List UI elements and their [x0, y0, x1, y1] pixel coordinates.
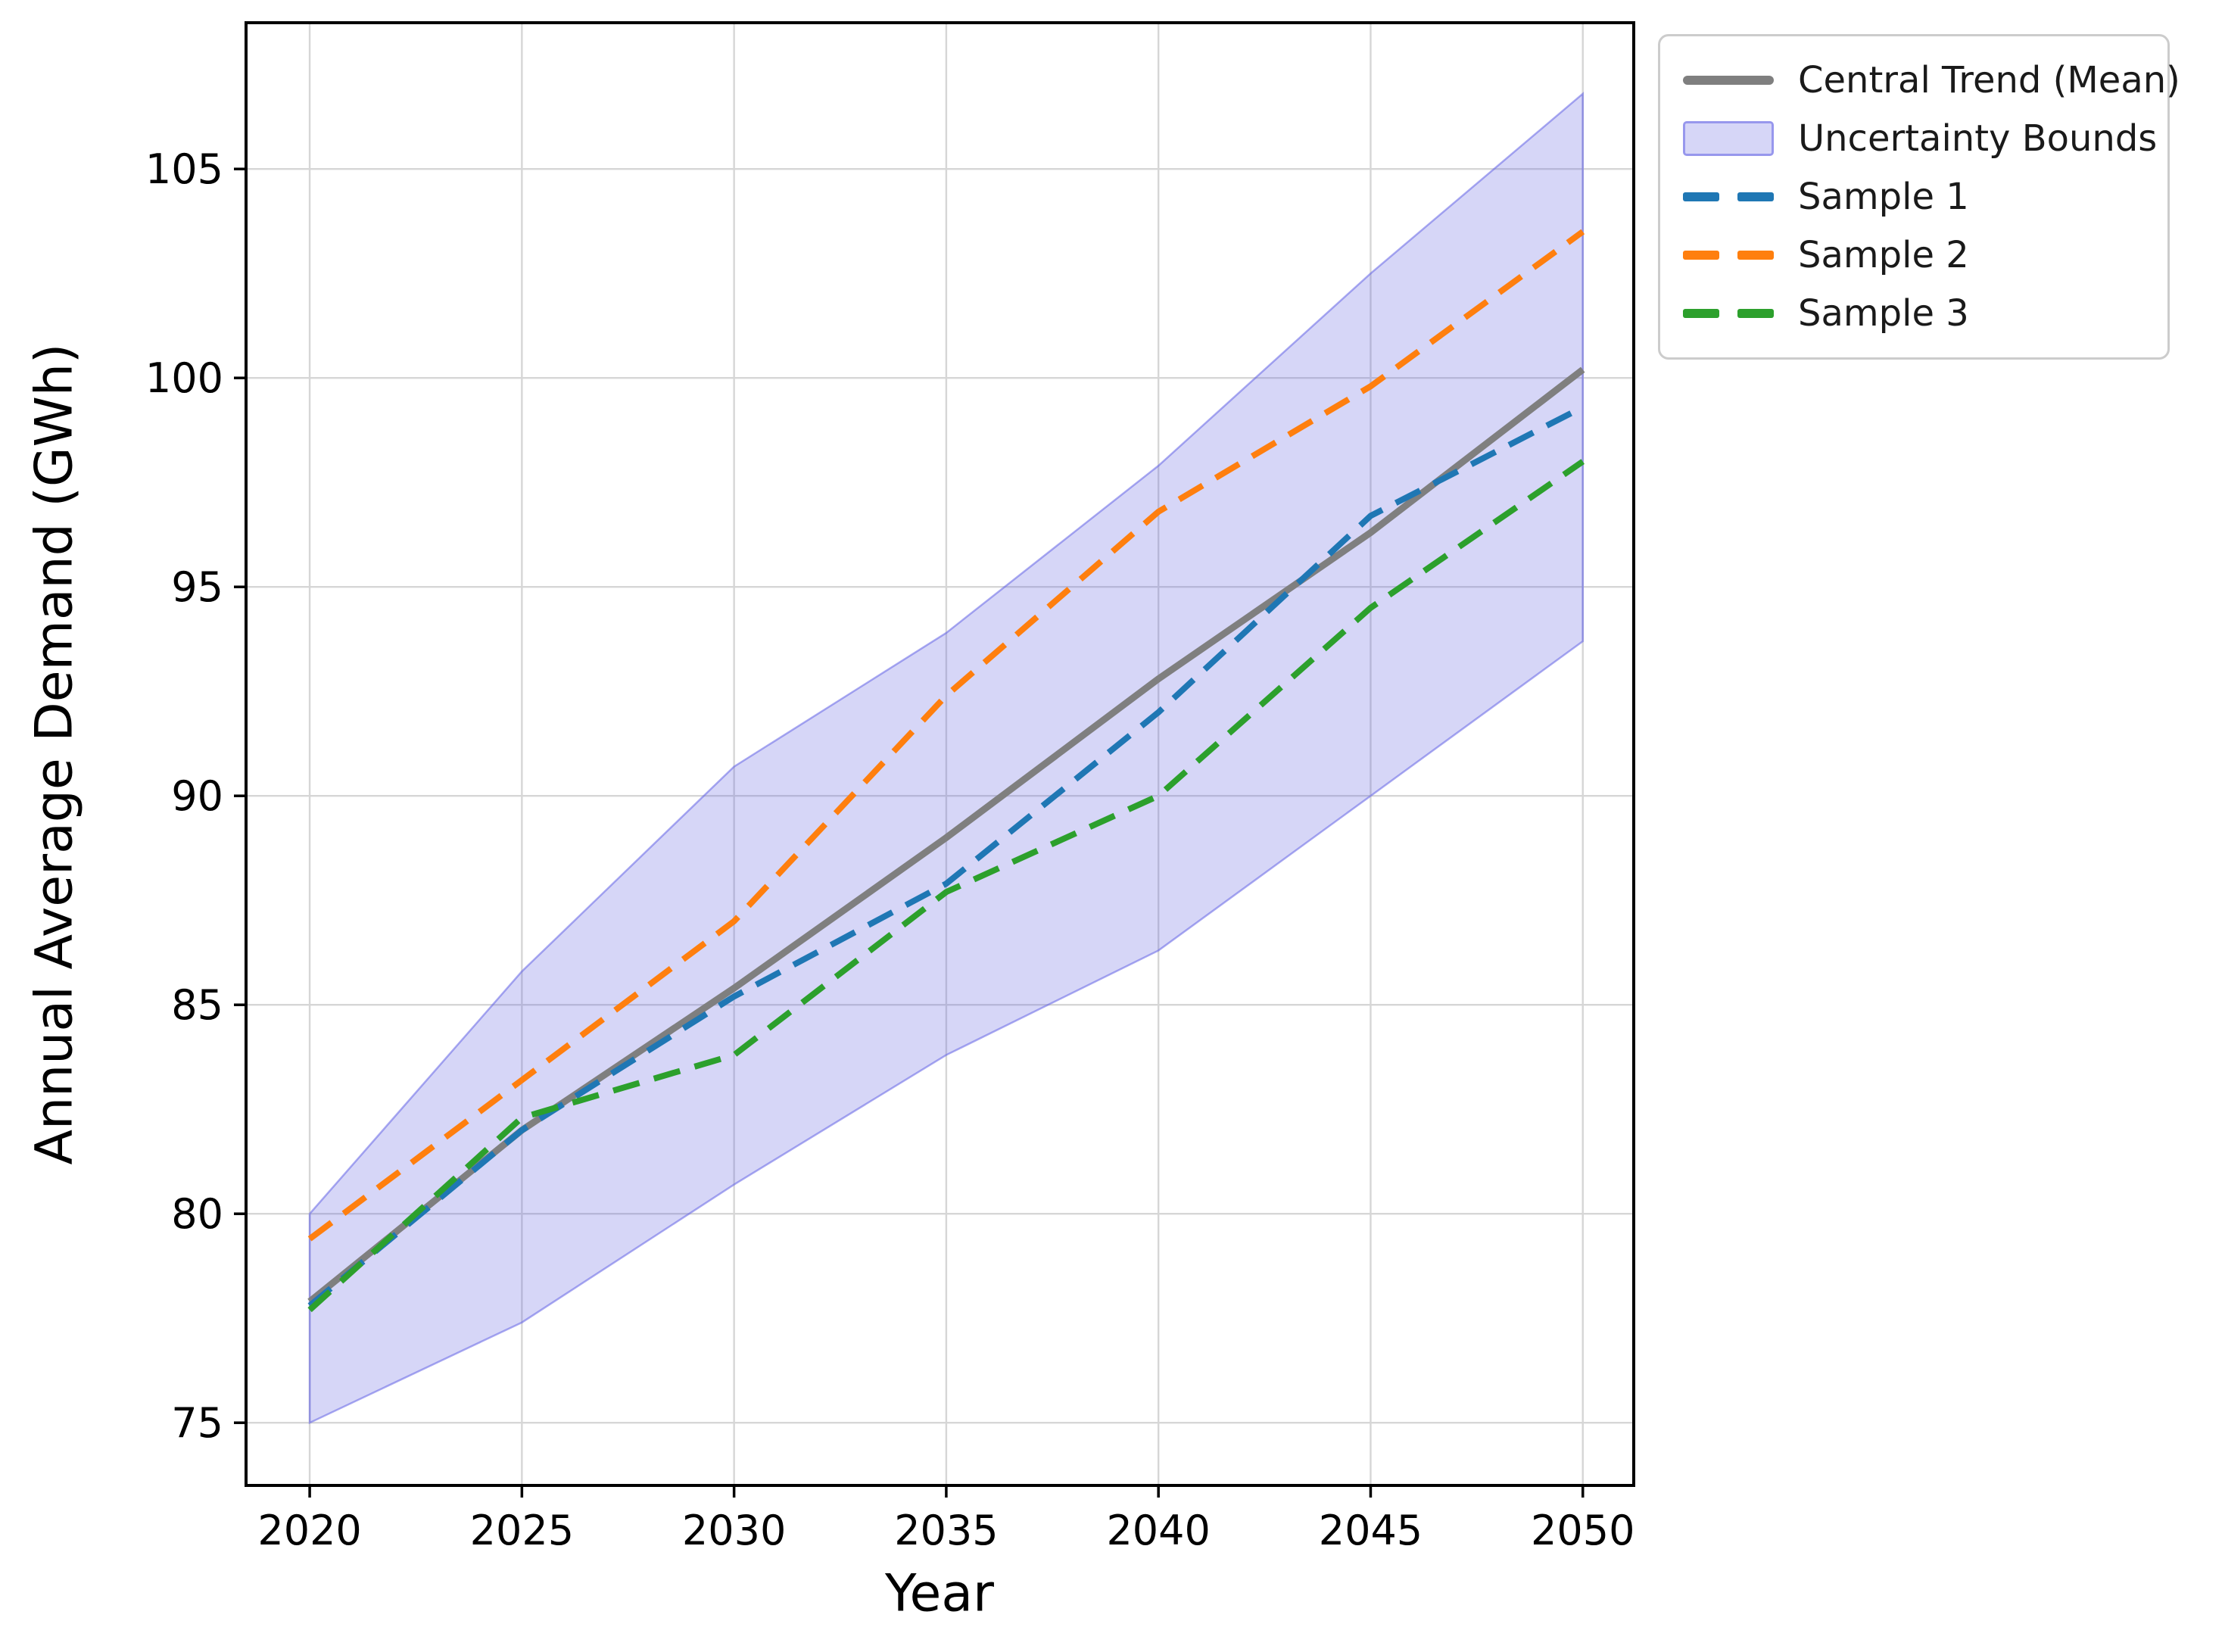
dashed-line-swatch-icon — [1683, 250, 1774, 260]
legend-item-sample-1: Sample 1 — [1683, 176, 2145, 218]
legend-label: Central Trend (Mean) — [1798, 59, 2180, 102]
legend-item-uncertainty-bounds: Uncertainty Bounds — [1683, 117, 2157, 160]
dashed-line-swatch-icon — [1683, 192, 1774, 201]
y-tick-label: 105 — [145, 145, 223, 193]
axes-spines — [245, 21, 1635, 1487]
y-tick-label: 80 — [171, 1190, 223, 1238]
y-tick-label: 75 — [171, 1399, 223, 1447]
y-axis-title: Annual Average Demand (GWh) — [24, 343, 85, 1165]
legend-label: Sample 2 — [1798, 233, 1969, 276]
x-axis-title: Year — [885, 1563, 994, 1624]
x-tick-label: 2045 — [1319, 1507, 1423, 1554]
uncertainty-band — [308, 92, 1584, 1425]
x-tick-label: 2050 — [1531, 1507, 1634, 1554]
solid-line-swatch-icon — [1683, 76, 1774, 86]
legend-label: Sample 3 — [1798, 291, 1969, 335]
x-tick-label: 2025 — [470, 1507, 574, 1554]
x-tick-label: 2020 — [257, 1507, 361, 1554]
y-tick-label: 85 — [171, 981, 223, 1029]
legend-item-central-trend: Central Trend (Mean) — [1683, 59, 2180, 101]
x-tick-label: 2030 — [682, 1507, 786, 1554]
legend: Central Trend (Mean) Uncertainty Bounds … — [1658, 34, 2180, 360]
y-tick-label: 100 — [145, 354, 223, 402]
legend-label: Uncertainty Bounds — [1798, 117, 2158, 161]
y-tick-label: 95 — [171, 563, 223, 611]
series-line-2 — [307, 229, 1585, 1242]
legend-item-sample-3: Sample 3 — [1683, 292, 2145, 335]
dashed-line-swatch-icon — [1683, 308, 1774, 318]
series-line-3 — [307, 459, 1585, 1313]
series-line-1 — [307, 404, 1585, 1308]
band-swatch-icon — [1683, 121, 1774, 157]
legend-label: Sample 1 — [1798, 175, 1969, 218]
x-tick-label: 2035 — [894, 1507, 998, 1554]
y-tick-label: 90 — [171, 772, 223, 820]
legend-item-sample-2: Sample 2 — [1683, 234, 2145, 276]
x-tick-label: 2040 — [1106, 1507, 1210, 1554]
